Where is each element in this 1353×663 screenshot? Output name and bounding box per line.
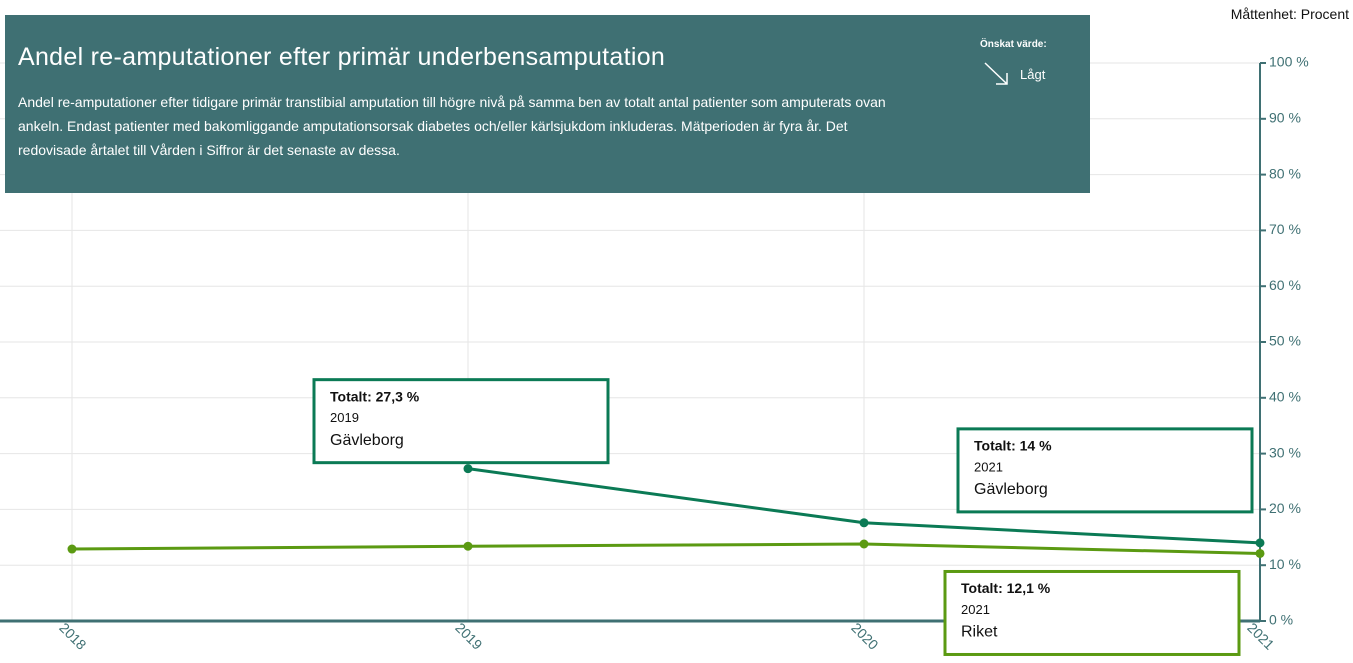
x-tick-label: 2020 — [848, 619, 881, 652]
tooltip: Totalt: 27,3 % 2019 Gävleborg — [312, 378, 610, 465]
y-tick-label: 80 % — [1269, 165, 1301, 181]
tooltip-value: Totalt: 14 % — [974, 438, 1052, 454]
tooltip: Totalt: 14 % 2021 Gävleborg — [956, 427, 1254, 514]
tooltip-series: Gävleborg — [330, 432, 404, 449]
chart-description: Andel re-amputationer efter tidigare pri… — [18, 94, 886, 158]
tooltip-value: Totalt: 27,3 % — [330, 388, 420, 404]
desired-value: Lågt — [1020, 67, 1046, 82]
header-panel: Andel re-amputationer efter primär under… — [5, 15, 1090, 193]
data-point — [463, 464, 473, 474]
tooltip-year: 2021 — [974, 459, 1003, 474]
chart-title: Andel re-amputationer efter primär under… — [18, 43, 666, 71]
y-tick-label: 0 % — [1269, 612, 1293, 628]
data-point — [859, 518, 869, 528]
y-tick-label: 30 % — [1269, 444, 1301, 460]
desired-arrow — [984, 62, 1008, 85]
tooltip-series: Riket — [961, 624, 998, 641]
y-tick-label: 10 % — [1269, 556, 1301, 572]
tooltip-value: Totalt: 12,1 % — [961, 580, 1051, 596]
tooltip: Totalt: 12,1 % 2021 Riket — [943, 569, 1241, 656]
series-line — [71, 542, 1261, 555]
y-tick-label: 40 % — [1269, 389, 1301, 405]
data-point — [1255, 548, 1265, 558]
tooltip-year: 2019 — [330, 410, 359, 425]
y-tick-label: 60 % — [1269, 277, 1301, 293]
data-point — [859, 539, 869, 549]
tooltip-box — [956, 427, 1254, 514]
data-point — [1255, 538, 1265, 548]
desired-label: Önskat värde: — [980, 39, 1047, 50]
y-tick-label: 20 % — [1269, 500, 1301, 516]
x-tick-label: 2019 — [452, 619, 485, 652]
tooltip-box — [312, 378, 610, 465]
y-tick-label: 70 % — [1269, 221, 1301, 237]
y-tick-label: 100 % — [1269, 54, 1309, 70]
unit-label: Måttenhet: Procent — [1230, 6, 1349, 22]
tooltip-series: Gävleborg — [974, 481, 1048, 498]
y-tick-label: 50 % — [1269, 333, 1301, 349]
tooltip-year: 2021 — [961, 602, 990, 617]
data-point — [463, 541, 473, 551]
data-point — [67, 544, 77, 554]
x-tick-label: 2018 — [56, 619, 89, 652]
tooltip-box — [943, 569, 1241, 656]
y-tick-label: 90 % — [1269, 110, 1301, 126]
